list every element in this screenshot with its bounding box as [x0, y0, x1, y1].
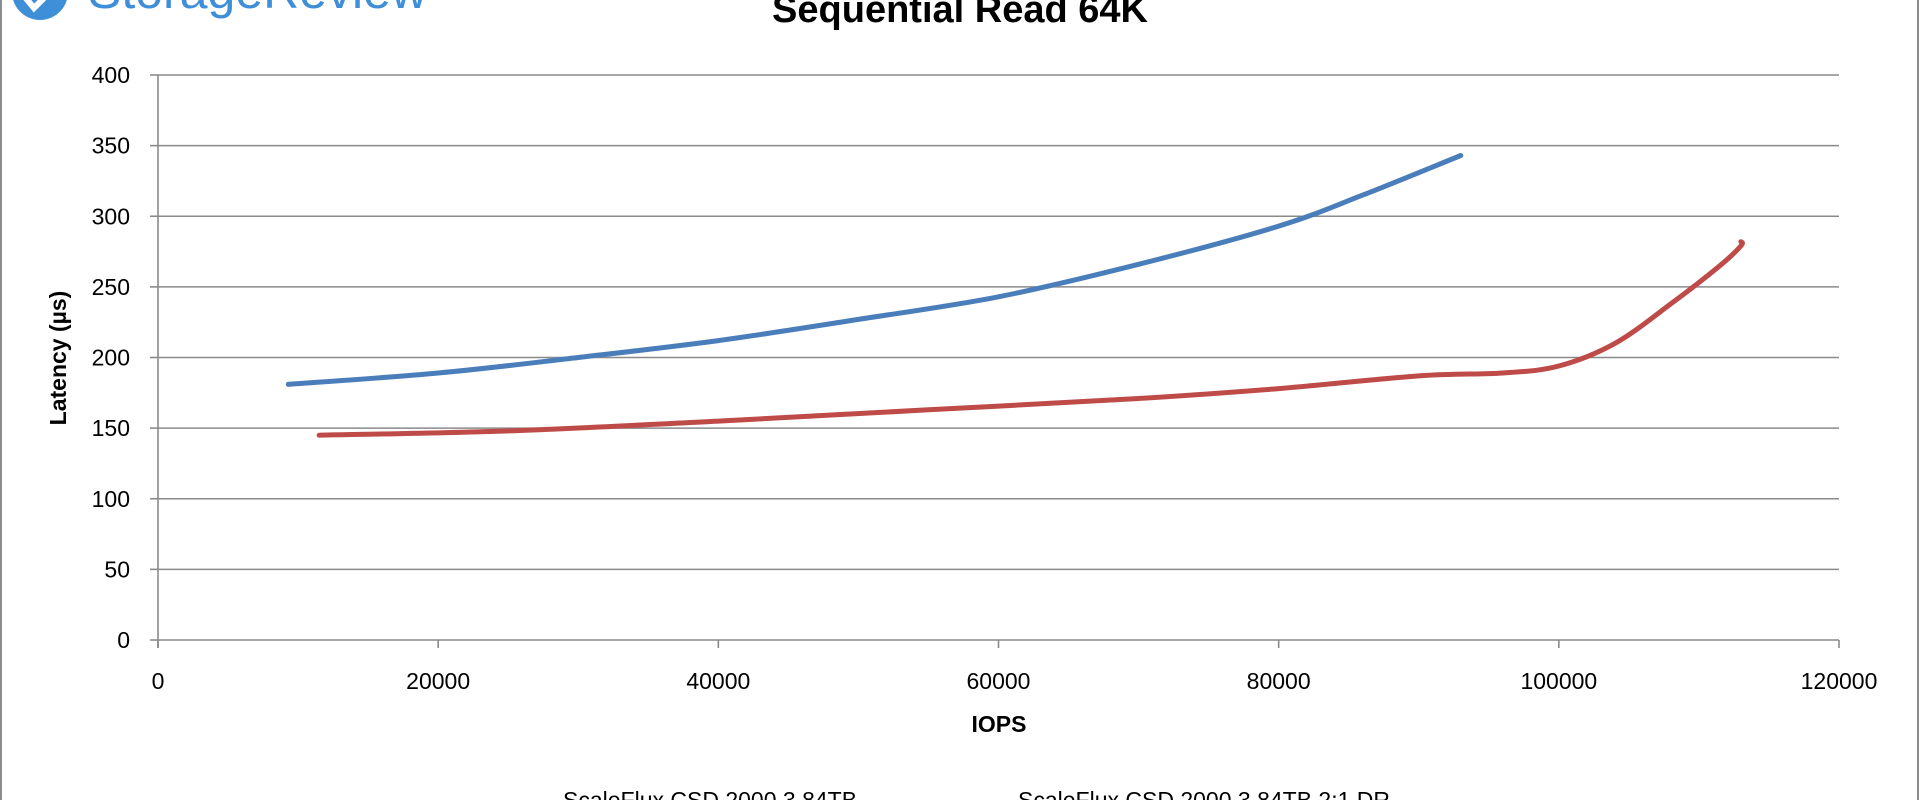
legend-label-2: ScaleFlux CSD 2000 3.84TB 2:1 DR	[1018, 787, 1390, 800]
y-tick-label: 400	[92, 62, 130, 88]
legend-label-1: ScaleFlux CSD 2000 3.84TB	[563, 787, 857, 800]
y-axis-title: Latency (µs)	[45, 291, 71, 426]
x-tick-label: 80000	[1247, 668, 1311, 694]
x-axis-title: IOPS	[972, 711, 1027, 737]
y-tick-label: 200	[92, 345, 130, 371]
x-tick-label: 60000	[967, 668, 1031, 694]
logo-icon-mark	[23, 0, 47, 13]
x-tick-label: 20000	[406, 668, 470, 694]
x-tick-label: 120000	[1801, 668, 1878, 694]
legend: ScaleFlux CSD 2000 3.84TB ScaleFlux CSD 2…	[563, 787, 1390, 800]
y-tick-label: 300	[92, 203, 130, 229]
x-axis-ticks: 0 20000 40000 60000 80000 100000 120000	[152, 640, 1878, 694]
logo-icon	[13, 0, 67, 20]
y-tick-label: 100	[92, 486, 130, 512]
logo-text: StorageReview	[88, 0, 428, 19]
chart-title: Sequential Read 64K	[772, 0, 1148, 31]
x-tick-label: 40000	[686, 668, 750, 694]
grid	[158, 74, 1839, 571]
logo: StorageReview	[13, 0, 428, 20]
y-axis-ticks: 0 50 100 150 200 250 300 350 400	[92, 62, 158, 653]
x-tick-label: 100000	[1520, 668, 1597, 694]
series-group	[285, 153, 1745, 438]
y-tick-label: 350	[92, 133, 130, 159]
y-tick-label: 0	[117, 627, 130, 653]
series-line-2	[316, 239, 1745, 438]
y-tick-label: 250	[92, 274, 130, 300]
series-line-1	[285, 153, 1464, 387]
y-tick-label: 50	[104, 556, 130, 582]
y-tick-label: 150	[92, 415, 130, 441]
x-tick-label: 0	[152, 668, 165, 694]
